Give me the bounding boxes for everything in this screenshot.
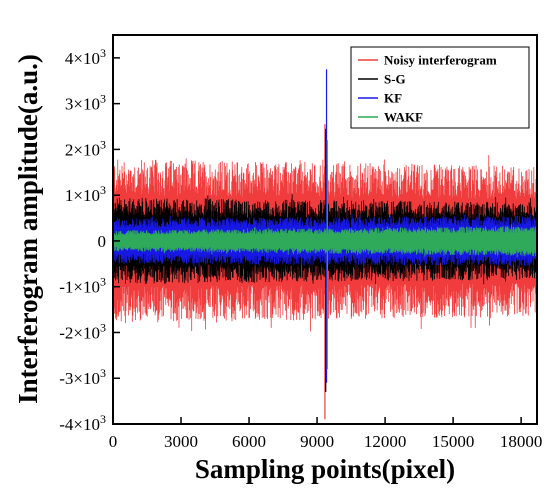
- y-tick-label: -2×103: [59, 320, 106, 342]
- y-tick-label: 1×103: [65, 183, 106, 205]
- legend-label: Noisy interferogram: [384, 53, 497, 68]
- y-axis-title: Interferogram amplitude(a.u.): [13, 54, 43, 404]
- legend: Noisy interferogram S-G KF WAKF: [350, 46, 530, 129]
- y-tick-label: -3×103: [59, 366, 106, 388]
- y-tick-label: 3×103: [65, 92, 106, 114]
- y-tick-label: -4×103: [59, 412, 106, 434]
- x-tick-labels: 0 3000 6000 9000 12000 15000 18000: [109, 432, 543, 451]
- series-line-wakf: [112, 224, 538, 258]
- x-tick-label: 15000: [432, 432, 475, 451]
- x-axis-title: Sampling points(pixel): [195, 454, 455, 484]
- x-tick-label: 12000: [364, 432, 407, 451]
- series-layer: [112, 69, 538, 420]
- x-tick-label: 18000: [500, 432, 543, 451]
- legend-label: S-G: [384, 72, 406, 87]
- y-tick-label: 2×103: [65, 137, 106, 159]
- legend-box: [350, 46, 530, 129]
- x-tick-label: 0: [109, 432, 118, 451]
- legend-label: WAKF: [384, 110, 423, 125]
- y-tick-label: -1×103: [59, 275, 106, 297]
- x-tick-label: 3000: [164, 432, 198, 451]
- y-tick-labels: 4×103 3×103 2×103 1×103 0 -1×103 -2×103 -3×103 -…: [59, 46, 106, 434]
- plot-frame: [112, 34, 538, 425]
- y-tick-label: 0: [98, 232, 107, 251]
- legend-label: KF: [384, 91, 402, 106]
- y-tick-label: 4×103: [65, 46, 106, 68]
- ticks-layer: [112, 57, 522, 425]
- x-tick-label: 6000: [232, 432, 266, 451]
- x-tick-label: 9000: [300, 432, 334, 451]
